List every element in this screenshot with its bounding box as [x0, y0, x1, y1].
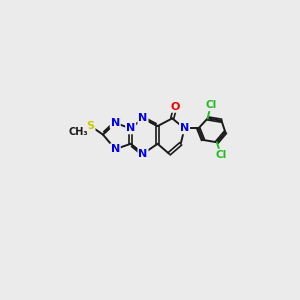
Text: N: N	[126, 123, 135, 134]
Text: N: N	[180, 123, 189, 134]
Text: Cl: Cl	[215, 150, 226, 160]
Text: N: N	[138, 149, 148, 159]
Text: N: N	[111, 118, 120, 128]
Text: Cl: Cl	[205, 100, 216, 110]
Text: CH₃: CH₃	[68, 127, 88, 137]
Text: N: N	[138, 113, 148, 123]
Text: O: O	[171, 102, 180, 112]
Text: N: N	[111, 144, 120, 154]
Text: S: S	[87, 121, 94, 131]
